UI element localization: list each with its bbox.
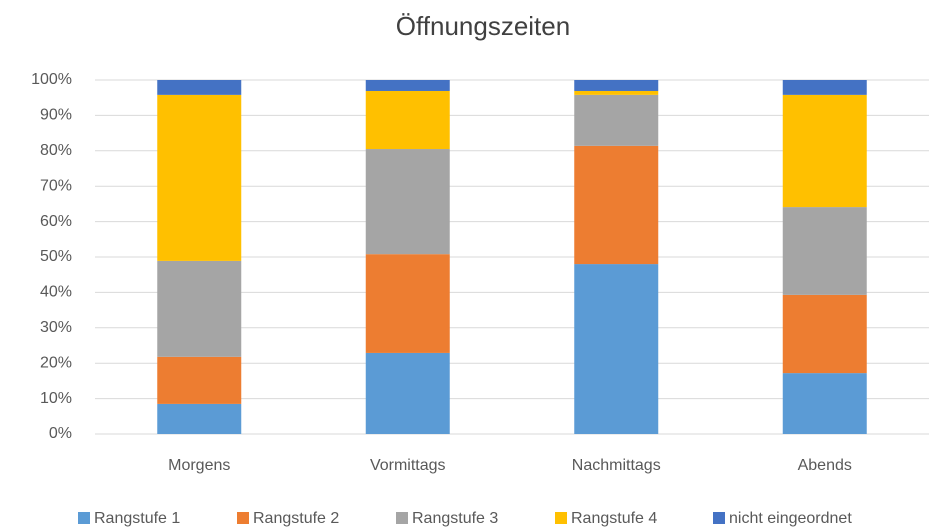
- bar-segment: [782, 373, 867, 434]
- y-tick-label: 10%: [40, 390, 72, 407]
- legend-swatch: [78, 512, 90, 524]
- bar-segment: [574, 94, 659, 146]
- bar-segment: [157, 356, 242, 404]
- bar-segment: [782, 294, 867, 374]
- legend-label: nicht eingeordnet: [729, 510, 852, 527]
- bar-segment: [157, 403, 242, 434]
- legend-label: Rangstufe 2: [253, 510, 339, 527]
- x-tick-label: Abends: [798, 457, 852, 474]
- y-tick-label: 0%: [49, 425, 72, 442]
- x-tick-label: Vormittags: [370, 457, 446, 474]
- legend-swatch: [713, 512, 725, 524]
- bar-segment: [574, 80, 659, 91]
- bar-segment: [157, 80, 242, 95]
- bar-segment: [574, 90, 659, 95]
- y-tick-label: 40%: [40, 284, 72, 301]
- x-tick-label: Nachmittags: [572, 457, 661, 474]
- legend-swatch: [237, 512, 249, 524]
- bar-segment: [365, 254, 450, 353]
- bar-segment: [782, 80, 867, 95]
- bar-segment: [574, 145, 659, 265]
- bar-segment: [782, 207, 867, 295]
- bar-segment: [365, 149, 450, 255]
- chart-title: Öffnungszeiten: [396, 11, 570, 41]
- legend-swatch: [555, 512, 567, 524]
- bar-segment: [365, 90, 450, 150]
- y-tick-label: 90%: [40, 107, 72, 124]
- y-tick-label: 20%: [40, 354, 72, 371]
- bar-segment: [365, 352, 450, 434]
- legend-label: Rangstufe 3: [412, 510, 498, 527]
- bar-segment: [782, 94, 867, 208]
- bar-segment: [157, 94, 242, 261]
- y-tick-label: 60%: [40, 213, 72, 230]
- y-tick-label: 30%: [40, 319, 72, 336]
- y-tick-label: 80%: [40, 142, 72, 159]
- legend-label: Rangstufe 4: [571, 510, 657, 527]
- legend-label: Rangstufe 1: [94, 510, 180, 527]
- x-tick-label: Morgens: [168, 457, 230, 474]
- bar-segment: [157, 260, 242, 357]
- bar-segment: [365, 80, 450, 91]
- y-tick-label: 50%: [40, 248, 72, 265]
- bar-segment: [574, 264, 659, 434]
- legend-swatch: [396, 512, 408, 524]
- y-tick-label: 100%: [31, 71, 72, 88]
- y-tick-label: 70%: [40, 177, 72, 194]
